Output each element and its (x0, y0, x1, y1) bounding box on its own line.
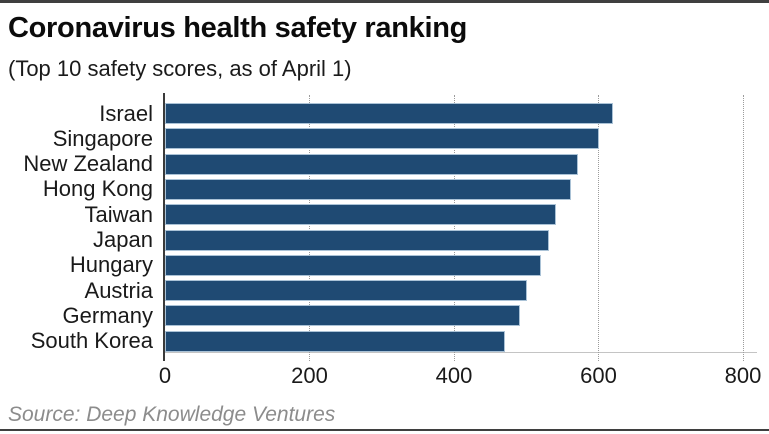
x-axis-baseline (165, 352, 757, 353)
x-tick-label: 600 (580, 363, 617, 388)
bar-israel (165, 103, 613, 124)
bar-hungary (165, 254, 542, 276)
y-axis-label: New Zealand (23, 151, 153, 177)
bar-taiwan (165, 204, 556, 226)
y-axis-label: Germany (62, 302, 153, 328)
bar-south-korea (165, 330, 506, 352)
bar-germany (165, 305, 520, 327)
bar-new-zealand (165, 153, 578, 175)
gridline-x-800 (742, 95, 744, 361)
gridline-x-400 (453, 95, 455, 361)
x-tick-label: 200 (291, 363, 328, 388)
bar-japan (165, 229, 550, 251)
y-axis-label: Hong Kong (42, 176, 153, 202)
gridline-x-600 (598, 95, 599, 361)
bar-hong-kong (165, 178, 572, 200)
y-axis-label: South Korea (30, 328, 153, 354)
bar-singapore (165, 128, 599, 150)
bar-austria (165, 280, 527, 302)
chart-title: Coronavirus health safety ranking (8, 12, 468, 44)
y-axis-label: Israel (99, 100, 153, 126)
x-tick-label: 800 (724, 363, 762, 388)
top-rule (0, 0, 769, 3)
y-axis-label: Japan (93, 227, 153, 252)
y-axis-line (163, 93, 165, 361)
y-axis-label: Singapore (52, 125, 153, 151)
bottom-rule (0, 429, 769, 431)
source-attribution: Source: Deep Knowledge Ventures (8, 403, 336, 426)
chart-subtitle: (Top 10 safety scores, as of April 1) (8, 56, 352, 81)
x-tick-label: 0 (158, 363, 172, 388)
y-axis-label: Taiwan (84, 201, 153, 227)
gridline-x-200 (309, 95, 310, 361)
plot-area (163, 93, 757, 361)
x-tick-label: 400 (435, 363, 473, 388)
y-axis-label: Hungary (69, 252, 153, 278)
y-axis-label: Austria (84, 277, 153, 303)
